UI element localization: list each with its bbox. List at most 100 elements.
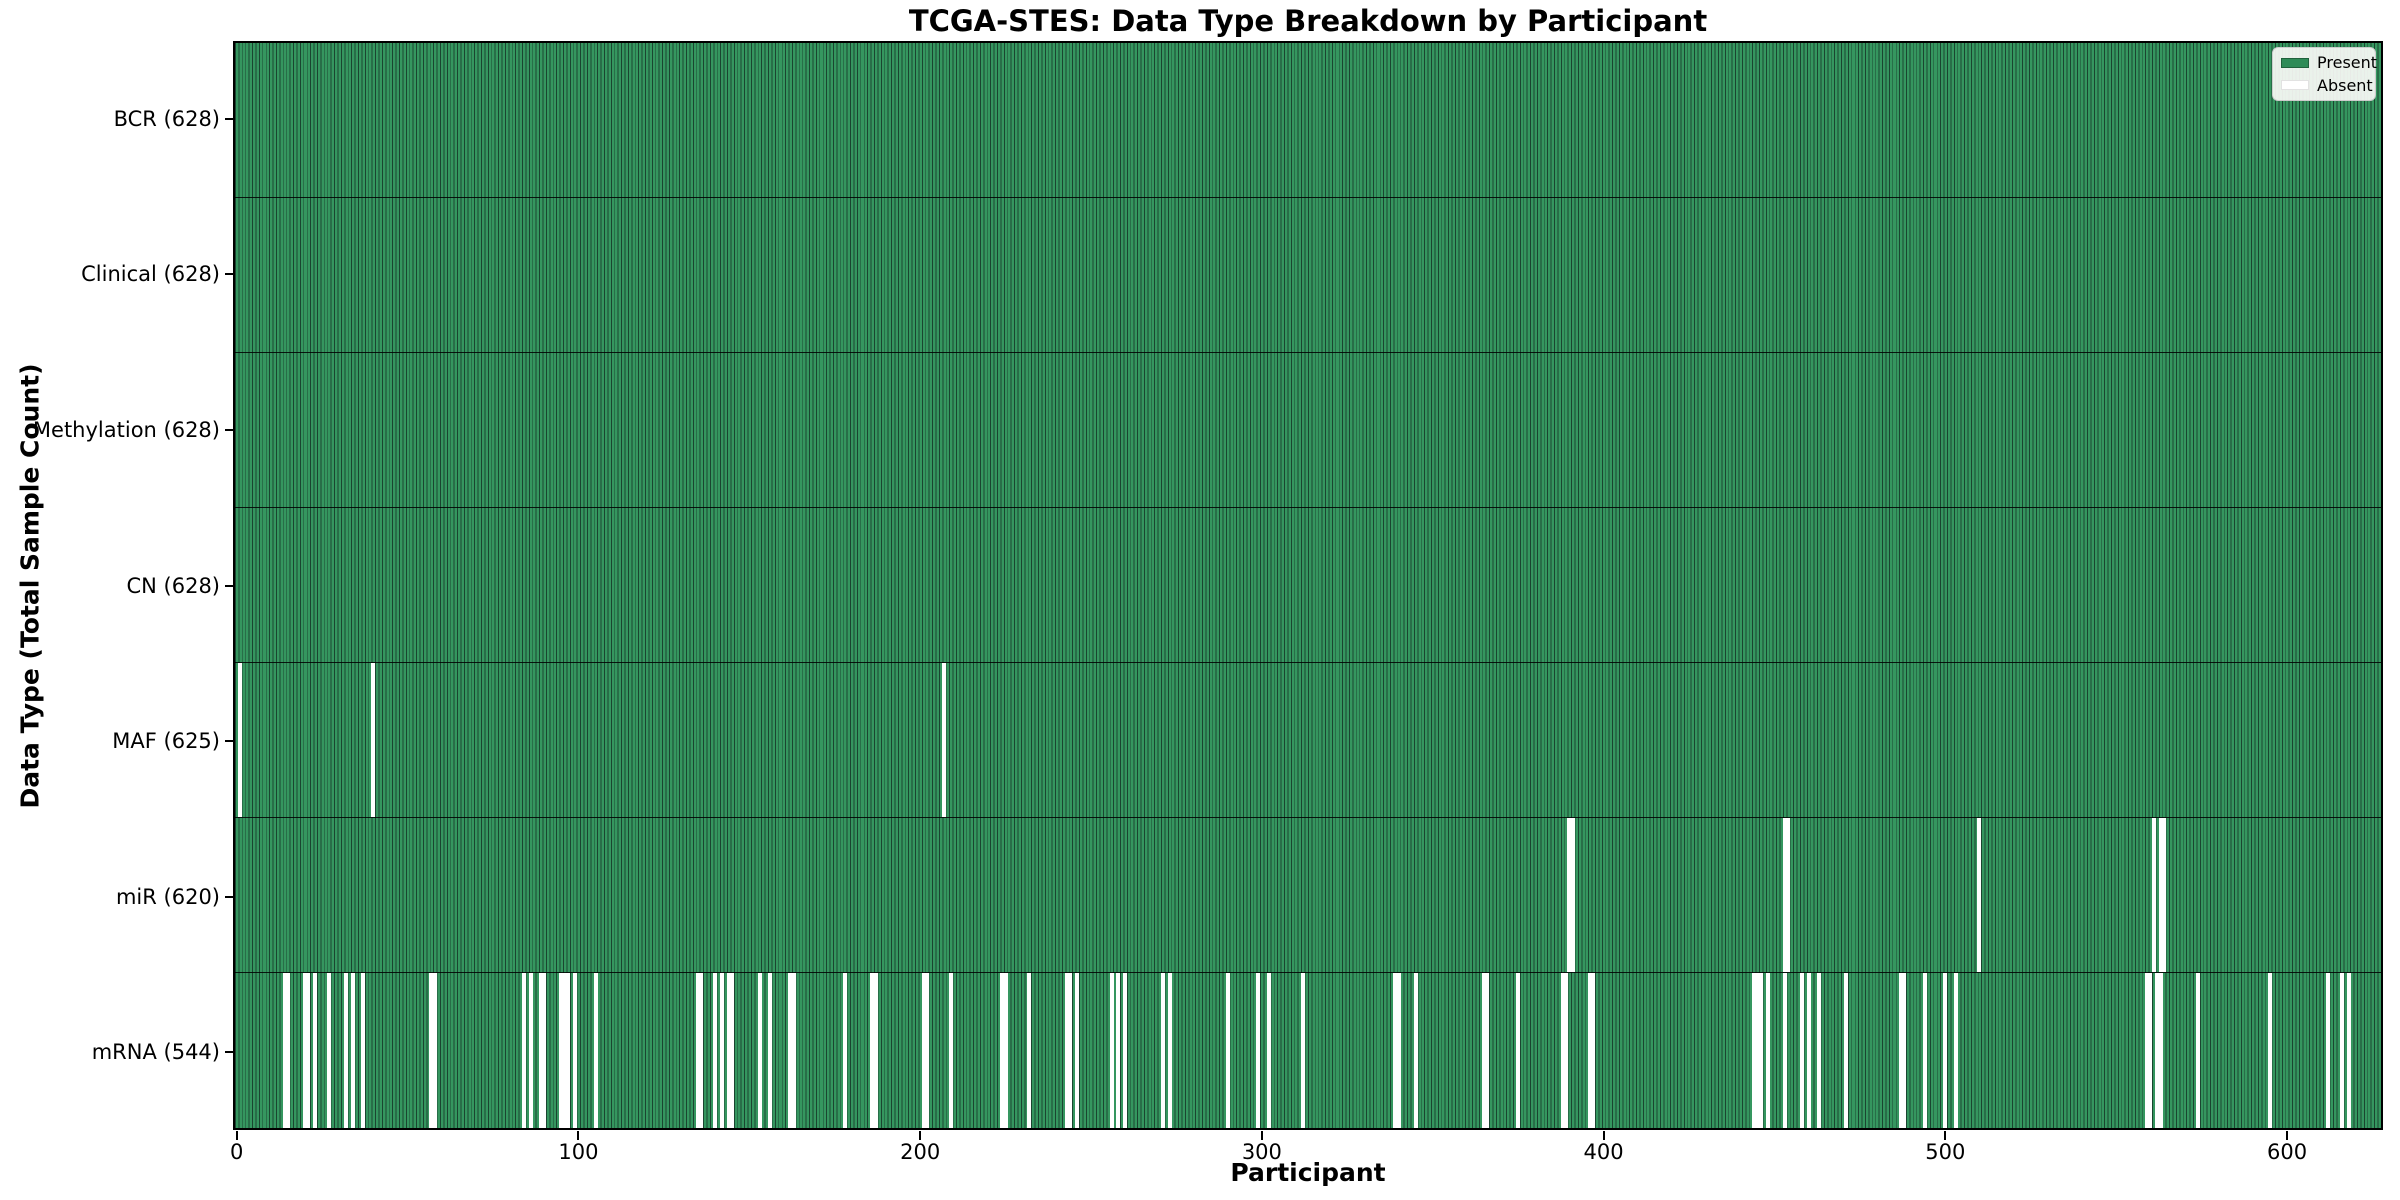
y-tick-label: MAF (625) [112,729,220,754]
absent-gap [2148,972,2153,1128]
absent-gap [699,972,704,1128]
x-tick-mark [2286,1131,2289,1140]
absent-gap [593,972,598,1128]
absent-gap [1027,972,1032,1128]
absent-gap [1075,972,1080,1128]
absent-gap [1898,972,1903,1128]
absent-gap [1116,972,1121,1128]
absent-gap [282,972,287,1128]
y-tick-label: Clinical (628) [81,262,220,287]
legend-label: Present [2317,53,2378,72]
absent-gap [303,972,308,1128]
x-tick-label: 200 [900,1140,941,1164]
absent-gap [1516,972,1521,1128]
absent-gap [719,972,724,1128]
absent-gap [1953,972,1958,1128]
legend-label: Absent [2317,75,2373,95]
absent-gap [1902,972,1907,1128]
absent-gap [1167,972,1172,1128]
absent-gap [757,972,762,1128]
legend-item-present: Present [2281,54,2377,72]
absent-gap [2155,972,2160,1128]
absent-gap [1413,972,1418,1128]
absent-gap [2144,972,2149,1128]
absent-gap [2196,972,2201,1128]
row-maf [235,662,2381,818]
x-tick-label: 0 [230,1140,244,1164]
absent-gap [371,662,376,817]
absent-gap [1806,972,1811,1128]
absent-gap [2339,972,2344,1128]
absent-gap [1123,972,1128,1128]
y-tick-label: CN (628) [126,573,220,598]
absent-gap [1782,972,1787,1128]
chart-title: TCGA-STES: Data Type Breakdown by Partic… [908,4,1708,38]
absent-gap [1560,972,1565,1128]
absent-gap [1000,972,1005,1128]
absent-gap [1786,817,1791,972]
absent-gap [2346,972,2351,1128]
y-tick-label: Methylation (628) [32,417,220,442]
absent-gap [2158,817,2163,972]
x-tick-mark [235,1131,238,1140]
y-tick-mark [225,895,233,898]
absent-gap [1481,972,1486,1128]
absent-gap [350,972,355,1128]
y-tick-mark [225,428,233,431]
absent-gap [1563,972,1568,1128]
x-axis-label: Participant [1230,1158,1386,1187]
absent-gap [1751,972,1756,1128]
absent-gap [2151,817,2156,972]
absent-gap [1393,972,1398,1128]
absent-gap [1266,972,1271,1128]
legend-item-absent: Absent [2281,76,2373,95]
absent-gap [696,972,701,1128]
absent-gap [1755,972,1760,1128]
absent-gap [1065,972,1070,1128]
absent-gap [948,972,953,1128]
absent-gap [1765,972,1770,1128]
absent-gap [566,972,571,1128]
absent-gap [306,972,311,1128]
absent-gap [2326,972,2331,1128]
x-tick-mark [919,1131,922,1140]
absent-gap [1300,972,1305,1128]
absent-gap [429,972,434,1128]
x-tick-label: 400 [1583,1140,1624,1164]
y-tick-mark [225,273,233,276]
x-tick-mark [1944,1131,1947,1140]
absent-gap [1485,972,1490,1128]
absent-gap [1799,972,1804,1128]
absent-gap [559,972,564,1128]
absent-gap [432,972,437,1128]
absent-gap [1591,972,1596,1128]
y-tick-label: BCR (628) [113,106,220,131]
row-methylation [235,352,2381,508]
x-tick-mark [1602,1131,1605,1140]
absent-gap [1570,817,1575,972]
absent-gap [726,972,731,1128]
absent-swatch-icon [2281,80,2309,91]
row-clinical [235,197,2381,353]
absent-gap [788,972,793,1128]
absent-gap [1256,972,1261,1128]
row-cn [235,507,2381,663]
y-tick-mark [225,584,233,587]
absent-gap [361,972,366,1128]
row-mrna [235,972,2381,1128]
absent-gap [730,972,735,1128]
absent-gap [2158,972,2163,1128]
absent-gap [1782,817,1787,972]
plot-area [233,41,2383,1130]
absent-gap [1943,972,1948,1128]
y-tick-mark [225,740,233,743]
absent-gap [921,972,926,1128]
absent-gap [1003,972,1008,1128]
y-tick-label: miR (620) [115,884,220,909]
x-tick-label: 100 [558,1140,599,1164]
absent-gap [1160,972,1165,1128]
absent-gap [767,972,772,1128]
x-tick-label: 600 [2266,1140,2308,1164]
present-swatch-icon [2281,57,2309,68]
absent-gap [528,972,533,1128]
